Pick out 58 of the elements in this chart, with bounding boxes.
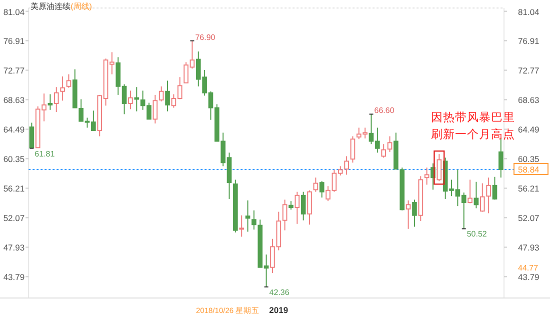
candlestick: [319, 180, 324, 198]
candlestick: [387, 136, 392, 152]
annotation: 因热带风暴巴里刷新一个月高点: [431, 111, 516, 141]
annotation: 42.36: [269, 288, 290, 297]
candlestick: [134, 86, 140, 112]
candlestick: [307, 190, 312, 226]
candlestick: [424, 167, 430, 186]
candlestick: [245, 200, 250, 232]
candlestick: [492, 176, 498, 200]
y-tick-label: 81.04: [3, 6, 25, 17]
annotation: 76.90: [195, 32, 216, 42]
y-tick-label: 60.35: [3, 154, 25, 164]
annotation: 50.52: [466, 230, 488, 239]
candlestick: [480, 182, 485, 212]
candlestick: [54, 86, 59, 113]
y2-tick-label: 47.93: [518, 242, 540, 253]
y-tick-label: 68.63: [3, 95, 25, 106]
candlestick: [128, 90, 133, 110]
text: 44.77: [518, 264, 539, 273]
y2-tick-label: 43.79: [518, 272, 540, 282]
candlestick: [350, 136, 356, 164]
candlestick: [486, 177, 491, 214]
ref-line-label: 58.84: [518, 164, 540, 174]
y2-tick-label: 52.07: [518, 213, 540, 224]
candlestick: [436, 154, 442, 182]
y-tick-label: 64.49: [3, 124, 25, 135]
chart-subtitle: (周线): [70, 2, 92, 11]
candlestick: [252, 210, 256, 230]
y2-tick-label: 64.49: [518, 124, 540, 135]
candlestick: [300, 191, 306, 221]
candlestick: [313, 177, 318, 192]
y2-tick-label: 68.63: [518, 95, 540, 106]
y2-tick-label: 56.21: [518, 184, 540, 194]
chart-title: 美原油连续: [30, 2, 71, 11]
y-tick-label: 52.07: [3, 213, 25, 224]
y2-tick-label: 76.91: [518, 36, 540, 46]
annotation: 61.81: [34, 149, 56, 158]
x-tick-label: 2019: [269, 305, 288, 315]
candlestick: [294, 191, 300, 224]
candlestick: [66, 74, 72, 88]
y2-tick-label: 81.04: [518, 6, 540, 17]
candlestick: [474, 181, 479, 209]
candlestick: [165, 80, 170, 112]
y2-tick-label: 60.35: [518, 154, 540, 164]
y-tick-label: 72.77: [3, 66, 25, 76]
candlestick: [381, 144, 386, 158]
candlestick: [60, 76, 65, 102]
y2-tick-label: 72.77: [518, 66, 540, 76]
candlestick: [412, 199, 417, 228]
candlestick: [468, 179, 472, 204]
y-tick-label: 76.91: [3, 36, 25, 46]
candlestick: [406, 200, 411, 230]
annotation: 66.60: [374, 106, 395, 116]
y-tick-label: 43.79: [3, 272, 25, 282]
y-tick-label: 56.21: [3, 184, 25, 194]
candlestick: [48, 94, 53, 110]
y-tick-label: 47.93: [3, 242, 25, 253]
candlestick: [239, 214, 244, 238]
